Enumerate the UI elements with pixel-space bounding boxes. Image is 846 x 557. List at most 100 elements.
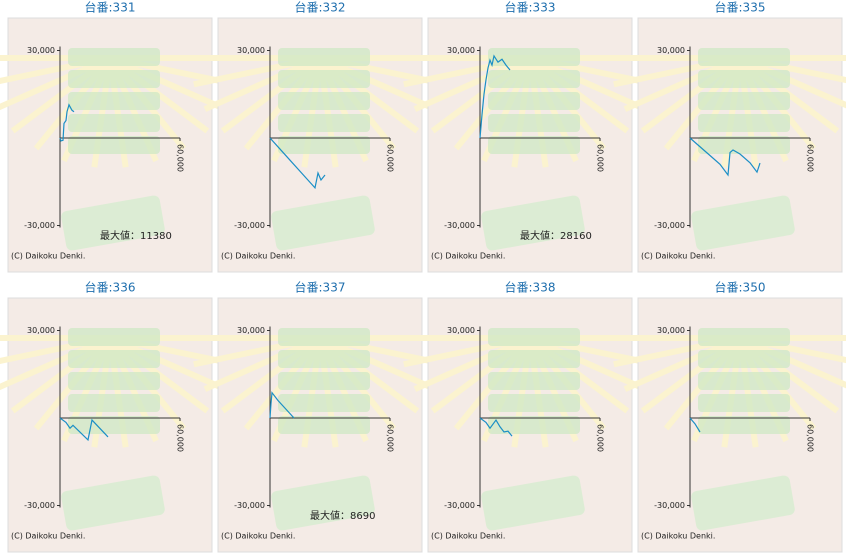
chart-panel: 台番:337 30,000 -30,000 60,000 最大値：8690 (C) Dai… bbox=[190, 280, 450, 553]
decor-box bbox=[698, 70, 790, 88]
y-tick-label: -30,000 bbox=[444, 221, 475, 230]
decor-box bbox=[488, 70, 580, 88]
decor-box bbox=[698, 372, 790, 390]
decor-box bbox=[278, 350, 370, 368]
x-tick-label: 60,000 bbox=[176, 424, 185, 452]
decor-box bbox=[698, 136, 790, 154]
decor-box bbox=[278, 92, 370, 110]
data-line bbox=[689, 417, 701, 433]
decor-box bbox=[488, 114, 580, 132]
y-tick-label: 30,000 bbox=[447, 326, 475, 335]
x-tick-label: 60,000 bbox=[386, 144, 395, 172]
data-line bbox=[269, 137, 326, 190]
x-tick-label: 60,000 bbox=[596, 424, 605, 452]
decor-box bbox=[278, 48, 370, 66]
decor-box bbox=[488, 92, 580, 110]
decor-tray bbox=[61, 195, 165, 251]
max-annotation: 最大値：11380 bbox=[100, 229, 172, 242]
decor-box bbox=[68, 328, 160, 346]
decor-box bbox=[488, 350, 580, 368]
decor-box bbox=[278, 416, 370, 434]
y-tick-label: -30,000 bbox=[234, 501, 265, 510]
decor-box bbox=[68, 92, 160, 110]
chart-panel: 台番:335 30,000 -30,000 60,000 (C) Daikoku Den… bbox=[610, 0, 846, 273]
decor-ray bbox=[0, 335, 112, 391]
decor-ray bbox=[623, 335, 742, 392]
decor-box bbox=[68, 114, 160, 132]
x-tick-label: 60,000 bbox=[386, 424, 395, 452]
y-tick-label: 30,000 bbox=[27, 46, 55, 55]
decor-box bbox=[698, 48, 790, 66]
copyright: (C) Daikoku Denki. bbox=[221, 252, 295, 261]
decor-ray bbox=[413, 335, 532, 392]
copyright: (C) Daikoku Denki. bbox=[641, 252, 715, 261]
y-tick-label: -30,000 bbox=[444, 501, 475, 510]
y-tick-label: 30,000 bbox=[657, 46, 685, 55]
chart-title: 台番:332 bbox=[295, 0, 346, 15]
chart-title: 台番:335 bbox=[715, 0, 766, 15]
decor-box bbox=[488, 394, 580, 412]
decor-box bbox=[68, 136, 160, 154]
decor-box bbox=[68, 416, 160, 434]
x-tick-label: 60,000 bbox=[176, 144, 185, 172]
chart-title: 台番:337 bbox=[295, 280, 346, 295]
chart-panel: 台番:336 30,000 -30,000 60,000 (C) Daikoku Den… bbox=[0, 280, 240, 553]
copyright: (C) Daikoku Denki. bbox=[641, 532, 715, 541]
data-line bbox=[479, 417, 513, 437]
decor-box bbox=[488, 328, 580, 346]
decor-box bbox=[698, 394, 790, 412]
decor-tray bbox=[481, 195, 585, 251]
data-line bbox=[59, 103, 75, 142]
decor-box bbox=[698, 114, 790, 132]
y-tick-label: 30,000 bbox=[27, 326, 55, 335]
decor-ray bbox=[623, 55, 742, 112]
decor-box bbox=[68, 350, 160, 368]
x-tick-label: 60,000 bbox=[806, 144, 815, 172]
data-line bbox=[689, 137, 761, 177]
decor-ray bbox=[203, 335, 322, 392]
decor-box bbox=[278, 136, 370, 154]
y-tick-label: 30,000 bbox=[447, 46, 475, 55]
x-tick-label: 60,000 bbox=[806, 424, 815, 452]
decor-ray bbox=[318, 55, 437, 112]
decor-box bbox=[698, 328, 790, 346]
copyright: (C) Daikoku Denki. bbox=[11, 252, 85, 261]
y-tick-label: -30,000 bbox=[234, 221, 265, 230]
data-line bbox=[479, 54, 511, 139]
copyright: (C) Daikoku Denki. bbox=[221, 532, 295, 541]
decor-box bbox=[488, 48, 580, 66]
decor-tray bbox=[271, 475, 375, 531]
chart-panel: 台番:350 30,000 -30,000 60,000 (C) Daikoku Den… bbox=[610, 280, 846, 553]
decor-box bbox=[68, 394, 160, 412]
chart-title: 台番:338 bbox=[505, 280, 556, 295]
chart-panel: 台番:333 30,000 -30,000 60,000 最大値：28160 (C) Da… bbox=[400, 0, 660, 273]
decor-box bbox=[278, 70, 370, 88]
y-tick-label: -30,000 bbox=[24, 501, 55, 510]
decor-box bbox=[278, 114, 370, 132]
y-tick-label: 30,000 bbox=[237, 326, 265, 335]
copyright: (C) Daikoku Denki. bbox=[431, 252, 505, 261]
decor-ray bbox=[738, 55, 846, 109]
decor-ray bbox=[318, 335, 437, 392]
chart-panel: 台番:332 30,000 -30,000 60,000 (C) Daikoku Den… bbox=[190, 0, 450, 273]
y-tick-label: -30,000 bbox=[654, 221, 685, 230]
decor-ray bbox=[528, 55, 647, 112]
y-tick-label: -30,000 bbox=[24, 221, 55, 230]
decor-ray bbox=[528, 335, 647, 392]
decor-box bbox=[698, 350, 790, 368]
decor-tray bbox=[61, 475, 165, 531]
chart-title: 台番:336 bbox=[85, 280, 136, 295]
decor-box bbox=[698, 416, 790, 434]
decor-box bbox=[68, 48, 160, 66]
chart-panel: 台番:338 30,000 -30,000 60,000 (C) Daikoku Den… bbox=[400, 280, 660, 553]
data-line bbox=[59, 417, 109, 442]
chart-title: 台番:331 bbox=[85, 0, 136, 15]
copyright: (C) Daikoku Denki. bbox=[11, 532, 85, 541]
y-tick-label: 30,000 bbox=[657, 326, 685, 335]
chart-title: 台番:350 bbox=[715, 280, 766, 295]
x-tick-label: 60,000 bbox=[596, 144, 605, 172]
data-line bbox=[269, 391, 295, 419]
decor-tray bbox=[691, 475, 795, 531]
decor-tray bbox=[691, 195, 795, 251]
